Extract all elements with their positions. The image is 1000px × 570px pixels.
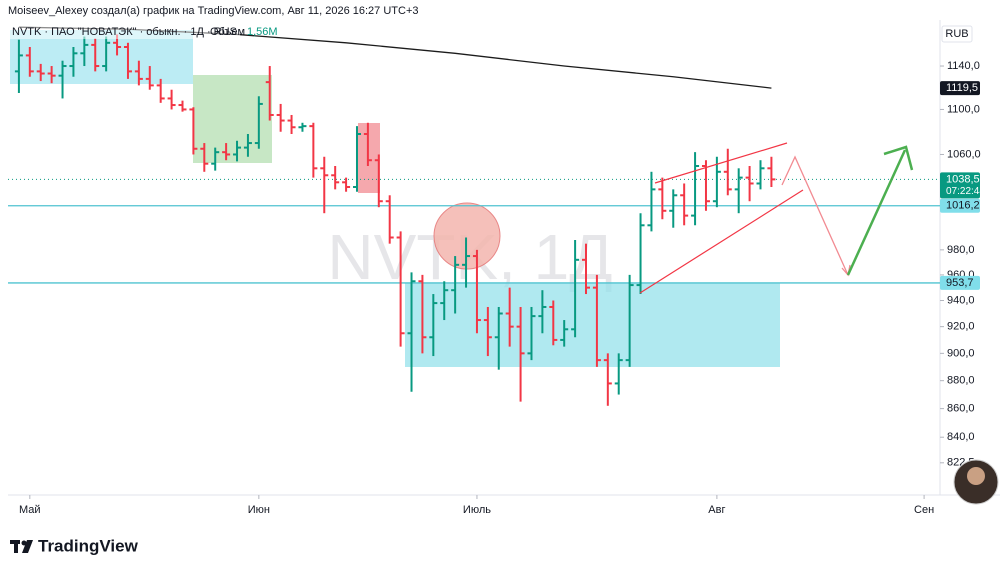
y-tick-label: 860,0 bbox=[947, 403, 975, 415]
y-tick-label: 1100,0 bbox=[947, 103, 980, 115]
y-tick-label: 840,0 bbox=[947, 431, 975, 443]
x-tick-label: Авг bbox=[708, 504, 725, 516]
y-tick-label: 1060,0 bbox=[947, 148, 981, 160]
price-label: 953,7 bbox=[946, 277, 974, 289]
avatar-face bbox=[967, 467, 985, 485]
legend-symbol: NVTK · ПАО "НОВАТЭК" · обыкн. · 1Д · RUS bbox=[12, 26, 237, 38]
arrow-head bbox=[883, 145, 914, 171]
y-tick-label: 880,0 bbox=[947, 375, 975, 387]
y-tick-label: 940,0 bbox=[947, 294, 975, 306]
header: Moiseev_Alexey создал(а) график на Tradi… bbox=[8, 5, 419, 17]
y-tick-label: 900,0 bbox=[947, 347, 975, 359]
price-label-timer: 07:22:44 bbox=[946, 186, 985, 197]
x-tick-label: Июль bbox=[463, 504, 491, 516]
price-label: 1016,2 bbox=[946, 200, 980, 212]
axes: 1140,01100,01060,0980,0960,0940,0920,090… bbox=[19, 60, 985, 516]
zone-box bbox=[358, 123, 380, 193]
legend-bg bbox=[10, 25, 240, 39]
zone-box bbox=[405, 283, 780, 367]
legend-volume-label: Объем bbox=[210, 26, 245, 38]
currency-box bbox=[941, 25, 973, 43]
price-label-box bbox=[940, 198, 980, 213]
logo-part bbox=[14, 540, 18, 553]
x-tick-label: Май bbox=[19, 504, 41, 516]
price-label: 1119,5 bbox=[946, 82, 978, 94]
drawings-lines bbox=[639, 142, 914, 294]
y-tick-label: 920,0 bbox=[947, 321, 975, 333]
x-tick-label: Сен bbox=[914, 504, 934, 516]
forecast-arrow bbox=[846, 149, 907, 276]
logo-part bbox=[21, 540, 27, 546]
wedge-line bbox=[654, 142, 788, 184]
price-label-box bbox=[940, 172, 980, 199]
legend-volume: 1,56M bbox=[247, 26, 278, 38]
x-tick-label: Июн bbox=[248, 504, 270, 516]
brand: TradingView bbox=[38, 536, 139, 555]
logo-part bbox=[22, 540, 33, 553]
currency: RUB bbox=[945, 28, 968, 40]
price-label-box bbox=[940, 275, 980, 290]
price-label-box bbox=[940, 81, 980, 96]
y-tick-label: 980,0 bbox=[947, 244, 975, 256]
brand-logo bbox=[10, 540, 33, 553]
forecast-arrow bbox=[781, 155, 849, 276]
price-label: 1038,5 bbox=[946, 173, 980, 185]
drawings bbox=[10, 30, 780, 367]
y-tick-label: 1140,0 bbox=[947, 60, 980, 72]
wedge-line bbox=[639, 189, 804, 294]
